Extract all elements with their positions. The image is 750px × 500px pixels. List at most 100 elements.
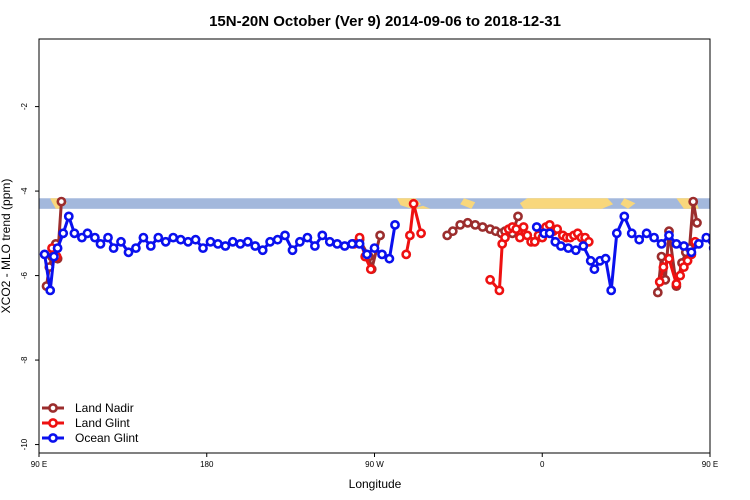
- ocean-glint-point-57: [563, 243, 574, 253]
- ocean-glint-point-7: [69, 228, 80, 239]
- land-shape-3: [411, 205, 431, 209]
- ocean-glint-point-3: [49, 251, 59, 262]
- ocean-glint-point-1: [39, 249, 50, 260]
- ocean-glint-point-60: [585, 255, 596, 266]
- land-nadir-point-32: [692, 217, 702, 228]
- y-tick-label-4: -8: [20, 356, 29, 364]
- land-nadir-point-10: [375, 230, 385, 241]
- ocean-glint-point-13: [108, 243, 119, 253]
- land-glint-point-10: [416, 228, 426, 239]
- legend-label-ocean-glint: Ocean Glint: [75, 431, 139, 445]
- series-layer: [39, 196, 747, 298]
- land-glint-point-37: [654, 276, 665, 287]
- land-glint-point-14: [500, 232, 510, 243]
- land-shape-6: [620, 198, 636, 209]
- x-tick-label-1: 90 E: [31, 460, 47, 469]
- ocean-glint-point-25: [198, 243, 208, 253]
- land-nadir-point-23: [652, 287, 663, 298]
- ocean-glint-point-73: [671, 238, 682, 249]
- ocean-glint-point-64: [606, 285, 617, 296]
- ocean-glint-point-30: [235, 238, 246, 249]
- land-glint-point-9: [408, 198, 419, 209]
- ocean-band: [39, 198, 710, 209]
- ocean-glint-point-17: [138, 232, 149, 243]
- ocean-glint-point-21: [168, 232, 179, 243]
- land-glint-line-3: [404, 202, 423, 255]
- ocean-glint-point-16: [130, 243, 141, 253]
- ocean-glint-point-20: [160, 236, 171, 247]
- legend-label-land-glint: Land Glint: [75, 416, 130, 430]
- ocean-glint-point-43: [332, 238, 343, 249]
- land-shape-4: [460, 198, 476, 209]
- ocean-glint-point-68: [634, 234, 645, 245]
- legend-marker-land-glint: [48, 418, 58, 428]
- land-shape-5: [519, 198, 614, 209]
- ocean-glint-point-80: [725, 240, 732, 247]
- ocean-glint-point-11: [95, 238, 106, 249]
- land-glint-point-39: [664, 253, 674, 264]
- land-glint-point-28: [552, 224, 563, 234]
- ocean-glint-point-41: [317, 230, 328, 241]
- ocean-glint-point-72: [664, 230, 674, 241]
- ocean-glint-point-61: [589, 264, 600, 275]
- ocean-glint-point-70: [649, 232, 659, 243]
- ocean-glint-point-47: [362, 249, 372, 260]
- ocean-glint-point-12: [103, 232, 113, 243]
- land-glint-point-7: [401, 249, 412, 260]
- ocean-glint-point-34: [265, 236, 275, 247]
- land-nadir-point-24: [656, 251, 667, 262]
- ocean-glint-line-2: [535, 214, 710, 292]
- ocean-glint-point-81: [733, 234, 740, 241]
- land-nadir-point-14: [462, 217, 473, 228]
- ocean-glint-point-38: [294, 236, 305, 247]
- land-glint-point-12: [494, 285, 505, 296]
- land-nadir-point-13: [455, 219, 466, 230]
- land-glint-point-40: [671, 279, 682, 289]
- ocean-glint-point-5: [58, 228, 69, 239]
- ocean-glint-point-15: [123, 247, 134, 258]
- ocean-glint-point-46: [354, 238, 365, 249]
- land-glint-point-8: [404, 230, 415, 241]
- y-tick-label-1: -2: [20, 102, 29, 110]
- x-axis: 90 E 180 90 W 0 90 E: [31, 453, 718, 469]
- land-nadir-point-22: [513, 211, 523, 222]
- land-nadir-point-12: [447, 226, 458, 237]
- ocean-glint-point-36: [280, 230, 290, 241]
- x-tick-label-4: 0: [540, 460, 545, 469]
- ocean-glint-point-50: [384, 253, 395, 264]
- ocean-glint-point-37: [287, 245, 298, 256]
- x-tick-label-2: 180: [200, 460, 214, 469]
- ocean-glint-point-52: [531, 222, 542, 232]
- ocean-glint-point-45: [347, 238, 357, 249]
- ocean-glint-point-71: [656, 238, 667, 249]
- ocean-glint-point-82: [740, 230, 747, 237]
- y-axis-label: XCO2 - MLO trend (ppm): [0, 179, 13, 314]
- ocean-glint-point-23: [183, 236, 193, 247]
- ocean-glint-point-19: [153, 232, 164, 243]
- map-strip: [39, 198, 710, 209]
- legend-marker-ocean-glint: [48, 433, 58, 443]
- land-glint-point-41: [675, 270, 686, 281]
- ocean-glint-point-76: [693, 238, 704, 249]
- land-glint-point-11: [485, 274, 495, 285]
- ocean-glint-point-2: [45, 285, 56, 296]
- y-tick-label-3: -6: [20, 271, 29, 279]
- land-nadir-point-16: [477, 222, 488, 232]
- ocean-glint-point-67: [626, 228, 637, 239]
- x-tick-label-3: 90 W: [365, 460, 384, 469]
- ocean-glint-point-66: [619, 211, 630, 222]
- ocean-glint-point-32: [250, 241, 261, 251]
- ocean-glint-point-18: [145, 241, 156, 251]
- ocean-glint-point-75: [686, 247, 697, 258]
- ocean-glint-point-79: [718, 234, 725, 241]
- ocean-glint-point-31: [242, 236, 253, 247]
- land-glint-point-6: [365, 264, 376, 275]
- x-tick-label-5: 90 E: [702, 460, 718, 469]
- y-tick-label-5: -10: [20, 438, 29, 450]
- ocean-glint-point-24: [190, 234, 201, 245]
- ocean-glint-point-39: [302, 232, 313, 243]
- ocean-glint-point-74: [679, 241, 689, 251]
- ocean-glint-point-69: [641, 228, 652, 239]
